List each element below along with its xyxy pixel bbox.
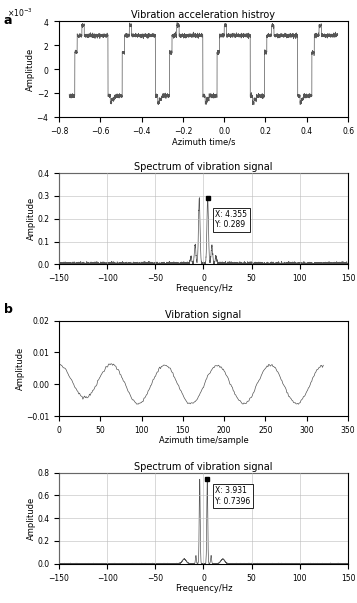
- Title: Spectrum of vibration signal: Spectrum of vibration signal: [134, 462, 273, 472]
- Text: a: a: [4, 14, 12, 27]
- Y-axis label: Amplitude: Amplitude: [27, 197, 36, 241]
- Title: Vibration acceleration histroy: Vibration acceleration histroy: [131, 10, 276, 21]
- Y-axis label: Amplitude: Amplitude: [27, 496, 36, 540]
- Text: X: 3.931
Y: 0.7396: X: 3.931 Y: 0.7396: [215, 486, 250, 506]
- Text: X: 4.355
Y: 0.289: X: 4.355 Y: 0.289: [215, 210, 247, 229]
- Title: Vibration signal: Vibration signal: [165, 310, 242, 320]
- Title: Spectrum of vibration signal: Spectrum of vibration signal: [134, 162, 273, 172]
- Text: b: b: [4, 303, 12, 317]
- X-axis label: Azimuth time/s: Azimuth time/s: [172, 137, 235, 146]
- X-axis label: Frequency/Hz: Frequency/Hz: [175, 285, 232, 294]
- Y-axis label: Amplitude: Amplitude: [16, 347, 25, 390]
- X-axis label: Frequency/Hz: Frequency/Hz: [175, 584, 232, 593]
- X-axis label: Azimuth time/sample: Azimuth time/sample: [159, 437, 248, 446]
- Y-axis label: Amplitude: Amplitude: [26, 48, 35, 90]
